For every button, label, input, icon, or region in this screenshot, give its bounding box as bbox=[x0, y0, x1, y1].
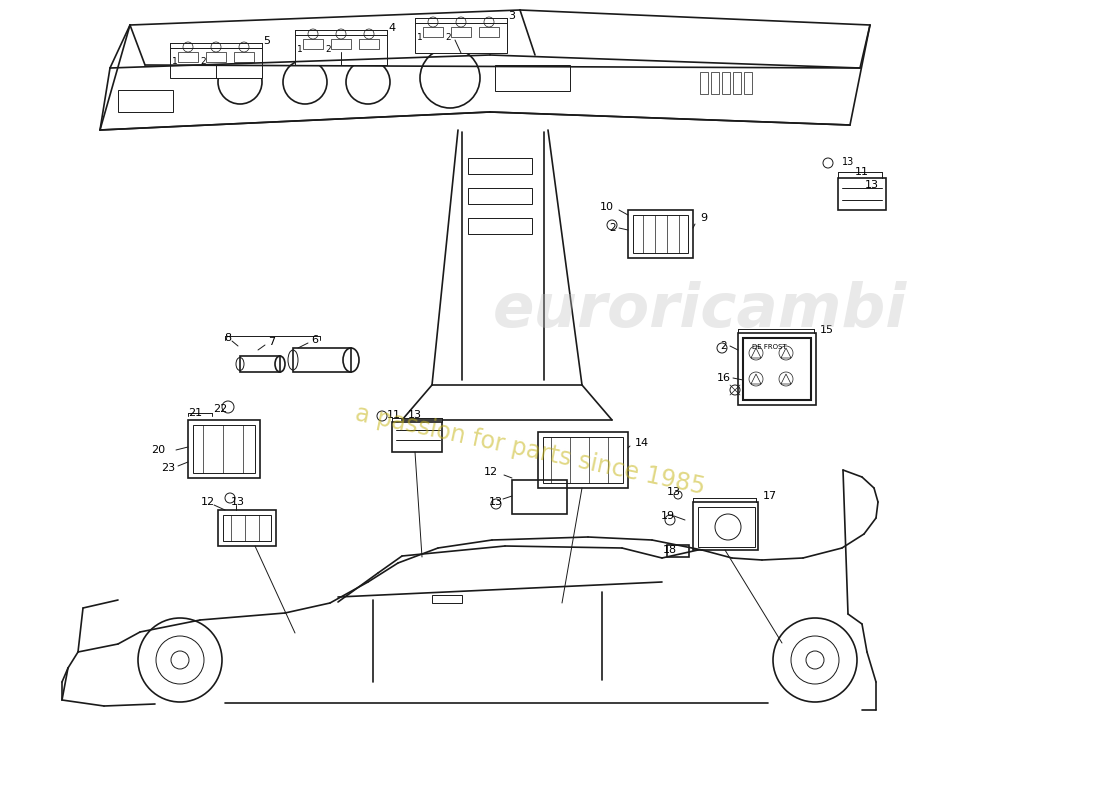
Text: 7: 7 bbox=[268, 337, 276, 347]
Text: a passion for parts since 1985: a passion for parts since 1985 bbox=[353, 401, 707, 499]
Text: 13: 13 bbox=[842, 157, 854, 167]
Bar bbox=[742, 338, 811, 400]
Bar bbox=[451, 27, 471, 37]
Text: 20: 20 bbox=[151, 445, 165, 455]
Bar bbox=[543, 437, 623, 483]
Bar bbox=[700, 72, 708, 94]
Text: 10: 10 bbox=[600, 202, 614, 212]
Text: 19: 19 bbox=[661, 511, 675, 521]
Text: 13: 13 bbox=[490, 497, 503, 507]
Bar bbox=[512, 480, 566, 514]
Bar bbox=[188, 420, 260, 478]
Text: 23: 23 bbox=[161, 463, 175, 473]
Bar bbox=[302, 39, 323, 49]
Bar bbox=[293, 348, 351, 372]
Text: 2: 2 bbox=[326, 45, 331, 54]
Text: 12: 12 bbox=[201, 497, 216, 507]
Text: 2: 2 bbox=[720, 341, 727, 351]
Circle shape bbox=[170, 651, 189, 669]
Circle shape bbox=[806, 651, 824, 669]
Text: 1: 1 bbox=[417, 33, 422, 42]
Bar bbox=[632, 215, 688, 253]
Bar bbox=[424, 27, 443, 37]
Bar bbox=[331, 39, 351, 49]
Text: 3: 3 bbox=[508, 11, 516, 21]
Bar bbox=[415, 23, 507, 53]
Text: 16: 16 bbox=[717, 373, 732, 383]
Text: 14: 14 bbox=[635, 438, 649, 448]
Text: 13: 13 bbox=[865, 180, 879, 190]
Bar bbox=[667, 545, 689, 557]
Bar bbox=[218, 510, 276, 546]
Text: 22: 22 bbox=[213, 404, 227, 414]
Text: 18: 18 bbox=[663, 545, 678, 555]
Bar bbox=[468, 188, 532, 204]
Bar bbox=[178, 52, 198, 62]
Bar bbox=[744, 72, 752, 94]
Bar bbox=[628, 210, 693, 258]
Bar bbox=[468, 218, 532, 234]
Text: 2: 2 bbox=[609, 223, 616, 233]
Bar bbox=[359, 39, 380, 49]
Text: 2: 2 bbox=[446, 33, 451, 42]
Text: 9: 9 bbox=[700, 213, 707, 223]
Bar bbox=[432, 595, 462, 603]
Text: euroricambi: euroricambi bbox=[493, 281, 908, 339]
Bar bbox=[240, 356, 280, 372]
Text: 17: 17 bbox=[763, 491, 777, 501]
Bar bbox=[234, 52, 254, 62]
Bar bbox=[223, 515, 271, 541]
Bar bbox=[118, 90, 173, 112]
Text: 2: 2 bbox=[200, 58, 206, 66]
Text: DE FROST: DE FROST bbox=[752, 344, 786, 350]
Text: 15: 15 bbox=[820, 325, 834, 335]
Bar bbox=[838, 178, 886, 210]
Bar bbox=[711, 72, 719, 94]
Text: 6: 6 bbox=[311, 335, 319, 345]
Bar bbox=[495, 65, 570, 91]
Text: 13: 13 bbox=[667, 487, 681, 497]
Bar bbox=[733, 72, 741, 94]
Bar bbox=[295, 35, 387, 65]
Bar bbox=[693, 502, 758, 550]
Bar bbox=[192, 425, 255, 473]
Bar bbox=[468, 158, 532, 174]
Text: 1: 1 bbox=[297, 45, 302, 54]
Bar bbox=[698, 507, 755, 547]
Bar bbox=[170, 48, 262, 78]
Bar bbox=[722, 72, 730, 94]
Text: 21: 21 bbox=[188, 408, 202, 418]
Text: 1: 1 bbox=[172, 58, 178, 66]
Bar bbox=[738, 333, 816, 405]
Bar bbox=[206, 52, 225, 62]
Text: 11: 11 bbox=[387, 410, 402, 420]
Bar bbox=[392, 422, 442, 452]
Text: 11: 11 bbox=[855, 167, 869, 177]
Text: 5: 5 bbox=[264, 36, 271, 46]
Text: 8: 8 bbox=[224, 333, 232, 343]
Text: 4: 4 bbox=[388, 23, 396, 33]
Text: 13: 13 bbox=[408, 410, 422, 420]
Text: 12: 12 bbox=[484, 467, 498, 477]
Bar bbox=[538, 432, 628, 488]
Text: 13: 13 bbox=[231, 497, 245, 507]
Bar bbox=[478, 27, 499, 37]
